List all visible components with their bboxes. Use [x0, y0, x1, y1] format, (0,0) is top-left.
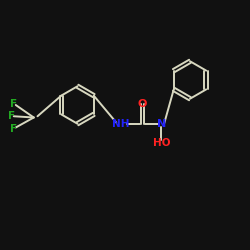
- Text: F: F: [10, 99, 17, 109]
- Text: NH: NH: [112, 119, 130, 129]
- Text: F: F: [10, 124, 17, 134]
- Text: HO: HO: [152, 138, 170, 147]
- Text: F: F: [8, 111, 15, 121]
- Text: O: O: [138, 99, 147, 109]
- Text: N: N: [156, 119, 166, 129]
